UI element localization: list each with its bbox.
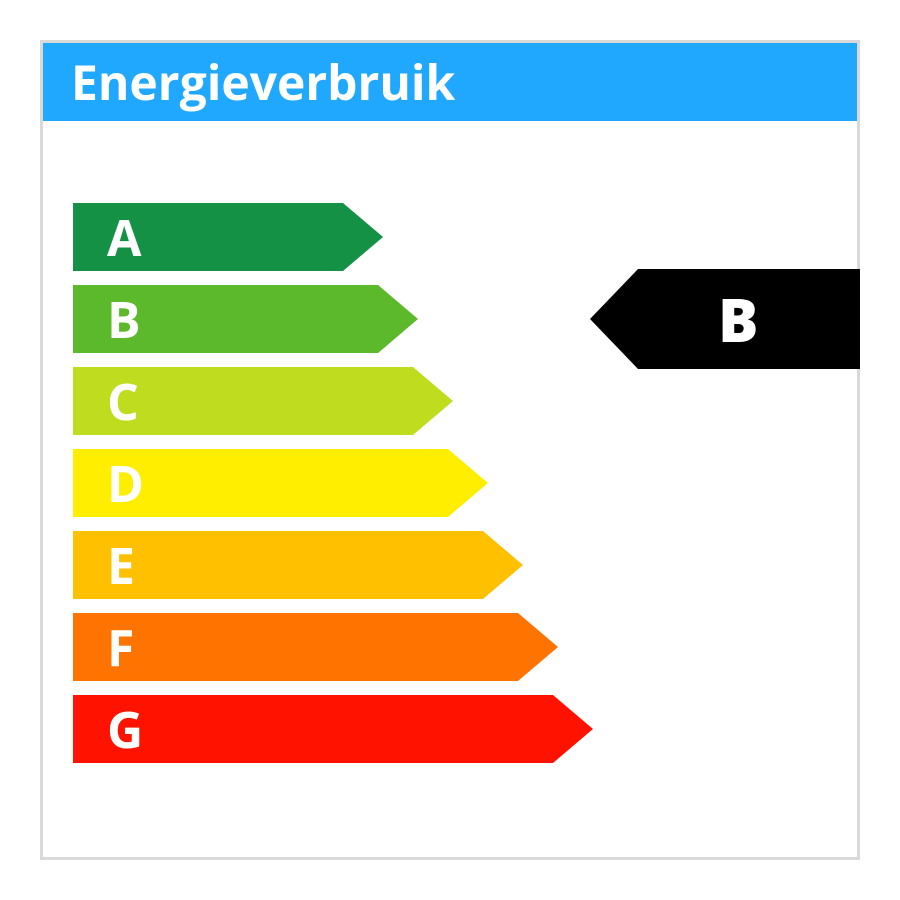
- rating-bar-a: A: [73, 203, 383, 271]
- indicator-letter: B: [590, 269, 860, 369]
- rating-bar-g: G: [73, 695, 593, 763]
- header-title: Energieverbruik: [71, 50, 455, 115]
- rating-bar-e: E: [73, 531, 523, 599]
- rating-bar-letter: C: [107, 367, 139, 435]
- rating-bar-letter: E: [107, 531, 135, 599]
- rating-bar-b: B: [73, 285, 418, 353]
- rating-bar-shape: [73, 613, 558, 681]
- rating-bar-letter: D: [107, 449, 144, 517]
- rating-bar-letter: G: [107, 695, 143, 763]
- rating-bar-letter: B: [107, 285, 141, 353]
- header-bar: Energieverbruik: [43, 43, 857, 121]
- rating-bar-letter: F: [107, 613, 134, 681]
- rating-bar-shape: [73, 531, 523, 599]
- current-rating-indicator: B: [590, 269, 860, 369]
- rating-bar-c: C: [73, 367, 453, 435]
- rating-bar-letter: A: [107, 203, 142, 271]
- rating-bar-d: D: [73, 449, 488, 517]
- rating-bar-shape: [73, 695, 593, 763]
- energy-label-card: Energieverbruik ABCDEFG B: [40, 40, 860, 860]
- rating-bar-f: F: [73, 613, 558, 681]
